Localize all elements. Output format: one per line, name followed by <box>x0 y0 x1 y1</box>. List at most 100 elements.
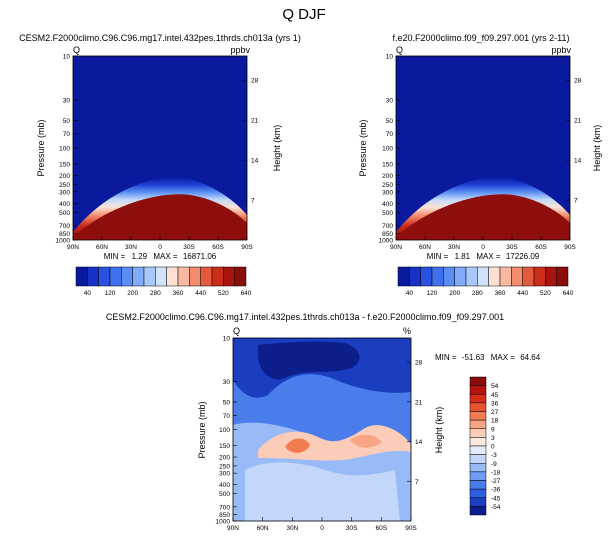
colorbar-label: 360 <box>495 290 506 297</box>
panel-3-ylabel-right: Height (km) <box>434 407 444 454</box>
y-tick-label: 70 <box>63 131 71 138</box>
panel-2-ylabel: Pressure (mb) <box>358 119 368 176</box>
height-tick-label: 28 <box>574 78 582 85</box>
y-tick-label: 1000 <box>216 519 231 526</box>
panel-2-min-label: MIN = <box>427 252 449 261</box>
y-tick-label: 150 <box>59 162 70 169</box>
y-tick-label: 50 <box>223 399 231 406</box>
x-tick-label: 60N <box>419 244 431 251</box>
colorbar-swatch <box>234 266 247 287</box>
y-tick-label: 10 <box>63 54 71 61</box>
y-tick-label: 300 <box>382 189 393 196</box>
x-tick-label: 60N <box>96 244 108 251</box>
y-tick-label: 700 <box>219 504 230 511</box>
colorbar-label: 0 <box>491 444 495 451</box>
colorbar-label: 40 <box>84 290 92 297</box>
y-tick-label: 850 <box>219 512 230 519</box>
x-tick-label: 60N <box>257 525 269 532</box>
panel-1-ylabel: Pressure (mb) <box>36 119 46 176</box>
y-tick-label: 850 <box>382 231 393 238</box>
y-tick-label: 850 <box>59 231 70 238</box>
y-tick-label: 250 <box>59 182 70 189</box>
y-tick-label: 50 <box>63 118 71 125</box>
y-tick-label: 50 <box>386 118 394 125</box>
height-tick-label: 21 <box>251 118 259 125</box>
y-tick-label: 1000 <box>56 238 71 245</box>
colorbar-swatch <box>469 480 487 490</box>
colorbar-swatch <box>469 497 487 507</box>
panel-3-max-label: MAX = <box>491 353 516 362</box>
height-tick-label: 7 <box>251 198 255 205</box>
colorbar-label: 200 <box>449 290 460 297</box>
colorbar-label: 27 <box>491 409 499 416</box>
panel-2-stats: MIN = 1.81 MAX = 17226.09 <box>427 252 540 261</box>
x-tick-label: 90S <box>564 244 576 251</box>
y-tick-label: 400 <box>59 201 70 208</box>
colorbar-swatch <box>545 266 557 287</box>
y-tick-label: 100 <box>59 146 70 153</box>
y-tick-label: 250 <box>382 182 393 189</box>
colorbar-label: 54 <box>491 383 499 390</box>
panel-3-min-label: MIN = <box>435 353 457 362</box>
colorbar-swatch <box>121 266 133 287</box>
colorbar-swatch <box>469 428 487 438</box>
colorbar-label: -18 <box>491 469 501 476</box>
y-tick-label: 700 <box>382 223 393 230</box>
panel-1-stats: MIN = 1.29 MAX = 16871.06 <box>104 252 217 261</box>
y-tick-label: 1000 <box>379 238 394 245</box>
colorbar-swatch <box>166 266 179 287</box>
colorbar-swatch <box>469 419 487 429</box>
colorbar-swatch <box>87 266 99 287</box>
colorbar-label: -54 <box>491 504 501 511</box>
panel-3-region-pale <box>245 462 400 521</box>
panel-3-region-positive-peak-right <box>350 434 382 448</box>
panel-1-min-value: 1.29 <box>132 252 148 261</box>
panel-2-min-value: 1.81 <box>455 252 471 261</box>
colorbar-label: 3 <box>491 435 495 442</box>
colorbar-swatch <box>211 266 224 287</box>
x-tick-label: 30N <box>286 525 298 532</box>
x-tick-label: 0 <box>481 244 485 251</box>
panel-3-max-value: 64.64 <box>520 353 541 362</box>
colorbar-swatch <box>155 266 167 287</box>
colorbar-label: 200 <box>127 290 138 297</box>
colorbar-swatch <box>522 266 535 287</box>
x-tick-label: 90N <box>227 525 239 532</box>
panel-3-units: % <box>403 326 411 336</box>
height-tick-label: 28 <box>251 78 259 85</box>
height-tick-label: 21 <box>415 399 423 406</box>
colorbar-label: 9 <box>491 426 495 433</box>
panel-2-title: f.e20.F2000climo.f09_f09.297.001 (yrs 2-… <box>393 33 570 43</box>
x-tick-label: 0 <box>158 244 162 251</box>
page-title: Q DJF <box>282 6 325 23</box>
panel-2: f.e20.F2000climo.f09_f09.297.001 (yrs 2-… <box>358 33 602 297</box>
panel-1-colorbar: 40 120 200 280 360 440 520 640 <box>75 266 252 297</box>
colorbar-swatch <box>132 266 145 287</box>
y-tick-label: 400 <box>219 482 230 489</box>
colorbar-swatch <box>454 266 467 287</box>
colorbar-label: 520 <box>218 290 229 297</box>
panel-2-units: ppbv <box>551 45 571 55</box>
y-tick-label: 30 <box>63 97 71 104</box>
panel-1-ylabel-right: Height (km) <box>272 125 282 172</box>
colorbar-label: 360 <box>173 290 184 297</box>
panel-2-max-value: 17226.09 <box>506 252 540 261</box>
y-tick-label: 250 <box>219 463 230 470</box>
x-tick-label: 60S <box>535 244 547 251</box>
colorbar-label: 120 <box>427 290 438 297</box>
x-tick-label: 0 <box>320 525 324 532</box>
colorbar-swatch <box>200 266 213 287</box>
colorbar-swatch <box>98 266 111 287</box>
x-tick-label: 30S <box>506 244 518 251</box>
colorbar-label: -27 <box>491 478 501 485</box>
panel-2-colorbar: 40 120 200 280 360 440 520 640 <box>397 266 574 297</box>
colorbar-swatch <box>143 266 156 287</box>
colorbar-label: 640 <box>241 290 252 297</box>
panel-3-region-darkest-blue <box>258 341 360 380</box>
height-tick-label: 14 <box>415 439 423 446</box>
colorbar-swatch <box>469 385 487 395</box>
panel-1-min-label: MIN = <box>104 252 126 261</box>
colorbar-label: 36 <box>491 400 499 407</box>
colorbar-label: -36 <box>491 487 501 494</box>
x-tick-label: 90N <box>390 244 402 251</box>
